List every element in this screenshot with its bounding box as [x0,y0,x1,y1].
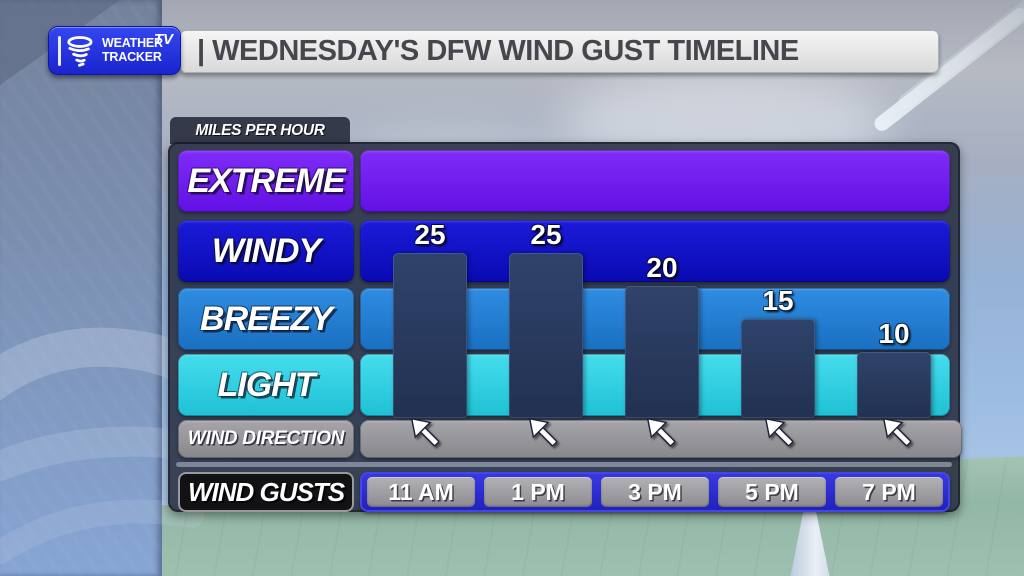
gust-bar [857,352,931,418]
gust-bar [393,253,467,418]
wind-gusts-label-box: WIND GUSTS [178,472,354,512]
time-tick: 3 PM [601,477,709,507]
logo-tv-badge: TV [153,31,173,48]
legend-breezy: BREEZY [178,288,354,350]
time-tick: 1 PM [484,477,592,507]
gust-bar [741,319,815,418]
logo-divider-bar [58,36,61,66]
bar-group: 15 [741,285,815,418]
tornado-icon [67,36,93,67]
gust-bars-layer: 25 25 20 15 10 [360,142,950,418]
logo-line1: WEATHER [102,36,163,50]
bar-value: 25 [530,219,562,250]
bar-group: 20 [625,252,699,418]
units-label: MILES PER HOUR [170,117,350,144]
bar-group: 25 [509,219,583,418]
time-tick: 5 PM [718,477,826,507]
band-extreme [360,150,950,212]
header-title-bar: | WEDNESDAY'S DFW WIND GUST TIMELINE [180,30,939,73]
wind-direction-arrow-icon [602,417,720,455]
wind-direction-label: WIND DIRECTION [187,428,345,449]
legend-breezy-label: BREEZY [200,299,333,338]
gust-bar [625,286,699,418]
legend-light-label: LIGHT [217,365,316,404]
wind-direction-arrow-icon [838,417,956,455]
wind-direction-arrow-icon [366,417,484,455]
logo-line2: TRACKER [102,50,162,64]
wind-direction-strip [360,417,962,458]
panel-divider [176,462,952,467]
bar-value: 25 [414,219,446,250]
wind-gusts-label: WIND GUSTS [187,476,345,507]
gust-bar [509,253,583,418]
legend-extreme: EXTREME [178,150,354,212]
page-title: | WEDNESDAY'S DFW WIND GUST TIMELINE [197,35,799,67]
bar-value: 15 [762,285,794,316]
left-sidebar [0,0,250,576]
bar-group: 25 [393,219,467,418]
wind-direction-arrow-icon [720,417,838,455]
legend-windy: WINDY [178,220,354,282]
legend-light: LIGHT [178,354,354,416]
wind-direction-label-box: WIND DIRECTION [178,420,354,458]
wind-direction-arrow-icon [484,417,602,455]
bar-value: 10 [878,318,910,349]
bar-value: 20 [646,252,678,283]
time-axis-strip: 11 AM 1 PM 3 PM 5 PM 7 PM [360,472,950,512]
wind-gust-chart-panel: EXTREME WINDY BREEZY LIGHT WIND DIRECTIO… [168,142,962,512]
time-tick: 11 AM [367,477,475,507]
legend-windy-label: WINDY [211,231,321,270]
weather-tracker-logo: WEATHER TRACKER TV [48,26,181,75]
legend-extreme-label: EXTREME [187,161,345,200]
time-tick: 7 PM [835,477,943,507]
bar-group: 10 [857,318,931,418]
logo-wordmark: WEATHER TRACKER [102,36,163,64]
